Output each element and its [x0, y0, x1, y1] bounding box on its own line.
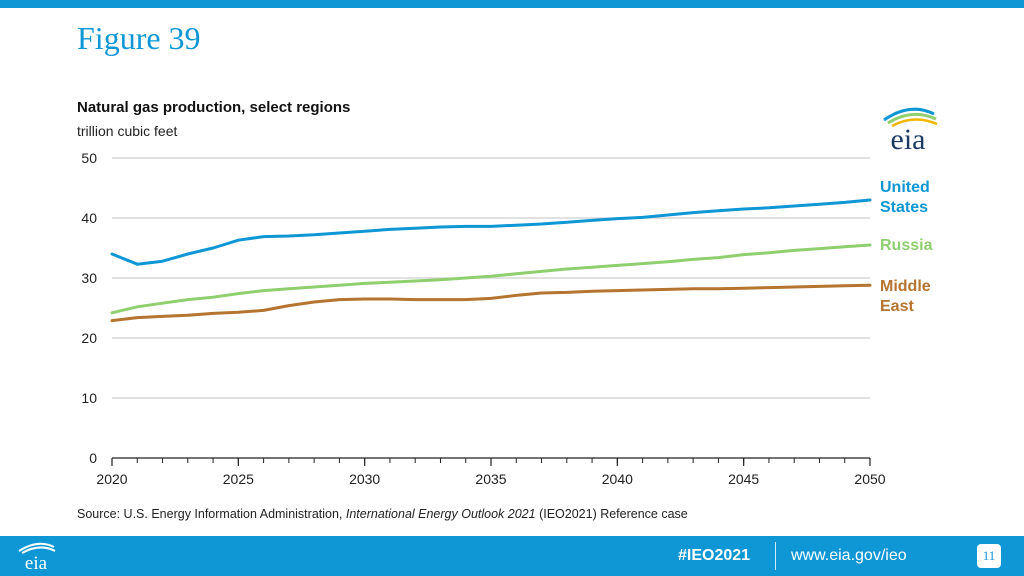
- source-prefix: Source: U.S. Energy Information Administ…: [77, 507, 346, 521]
- series-line-middle-east: [110, 283, 872, 323]
- x-tick-label: 2050: [854, 471, 885, 487]
- page-number: 11: [977, 544, 1001, 568]
- eia-logo-icon: eia: [883, 107, 938, 152]
- top-accent-bar: [0, 0, 1024, 8]
- source-title: International Energy Outlook 2021: [345, 507, 536, 521]
- eia-footer-logo-text: eia: [25, 553, 48, 572]
- x-tick-label: 2035: [475, 471, 506, 487]
- series-label: Russia: [880, 237, 933, 254]
- chart-title: Natural gas production, select regions: [77, 99, 351, 116]
- series-label: Middle: [880, 278, 931, 295]
- source-note: Source: U.S. Energy Information Administ…: [77, 507, 688, 521]
- chart-units-label: trillion cubic feet: [77, 123, 178, 139]
- y-tick-label: 20: [81, 330, 97, 346]
- x-tick-label: 2020: [96, 471, 127, 487]
- y-tick-label: 30: [81, 270, 97, 286]
- series-label: East: [880, 298, 914, 315]
- footer-hashtag: #IEO2021: [678, 547, 751, 564]
- x-tick-label: 2045: [728, 471, 759, 487]
- source-suffix: (IEO2021) Reference case: [535, 507, 688, 521]
- series-line-russia: [110, 243, 872, 315]
- footer-url-link[interactable]: www.eia.gov/ieo: [791, 547, 907, 564]
- y-tick-label: 50: [81, 150, 97, 166]
- y-tick-label: 0: [89, 450, 97, 466]
- x-tick-label: 2040: [602, 471, 633, 487]
- eia-logo-text: eia: [891, 123, 926, 152]
- y-tick-label: 40: [81, 210, 97, 226]
- y-tick-label: 10: [81, 390, 97, 406]
- x-tick-label: 2025: [223, 471, 254, 487]
- series-label: United: [880, 179, 930, 196]
- eia-footer-logo-icon: eia: [18, 542, 56, 572]
- x-tick-label: 2030: [349, 471, 380, 487]
- figure-title: Figure 39: [77, 20, 201, 56]
- series-line-united-states: [110, 198, 872, 266]
- series-label: States: [880, 199, 928, 216]
- footer-divider: [775, 542, 776, 570]
- footer-bar: eia #IEO2021 www.eia.gov/ieo 11: [0, 536, 1024, 576]
